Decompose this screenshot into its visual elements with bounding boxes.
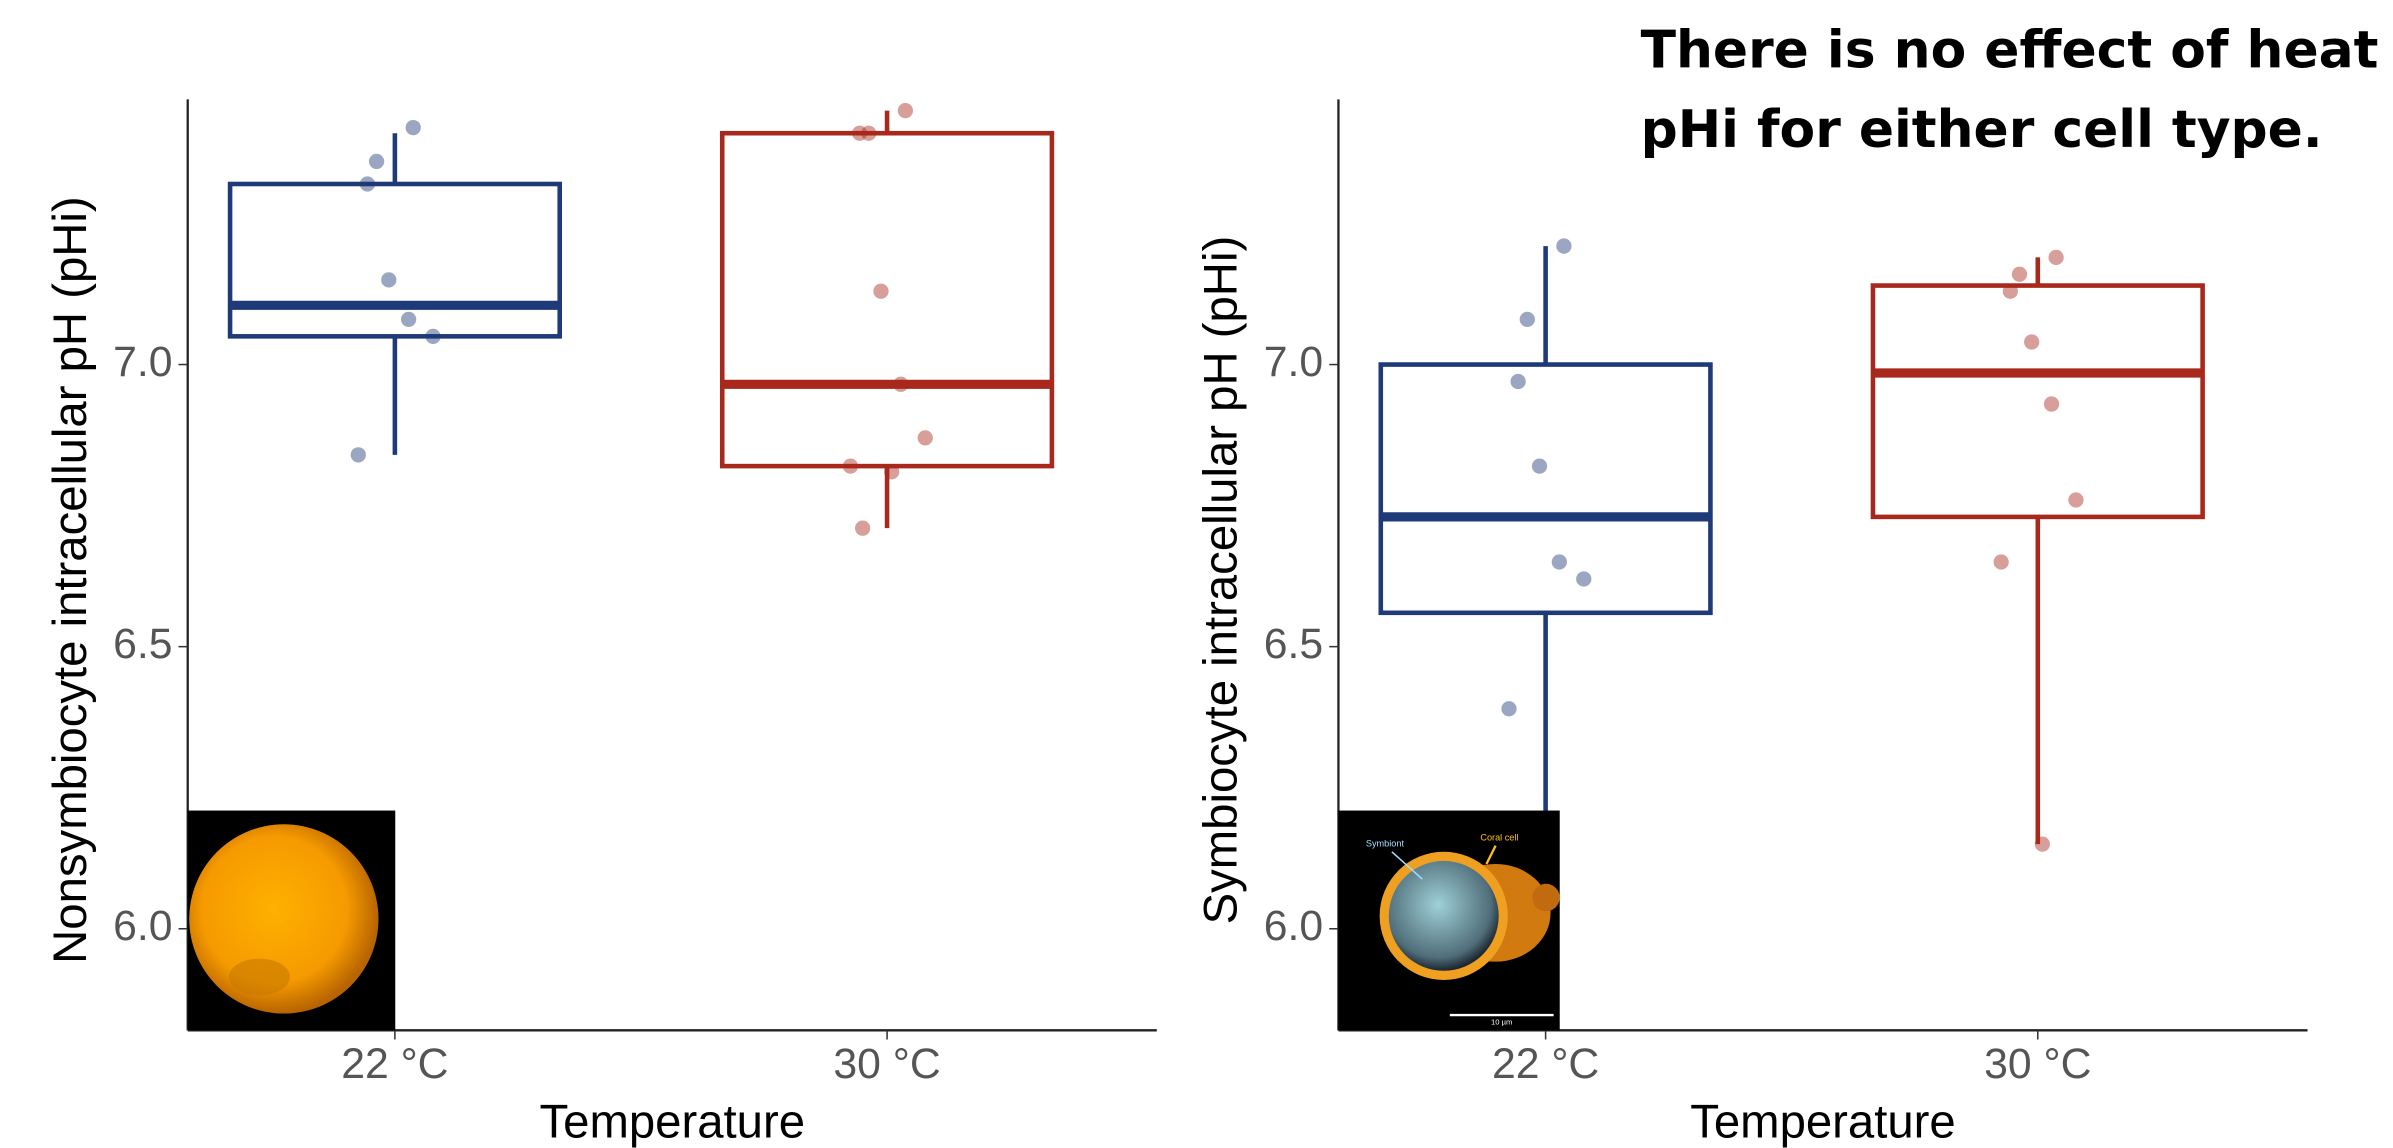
data-point xyxy=(2068,492,2084,508)
x-axis-title: Temperature xyxy=(1690,1095,1956,1148)
data-point xyxy=(1519,311,1535,328)
y-tick-label: 6.5 xyxy=(113,620,172,668)
data-point xyxy=(1556,238,1572,254)
box xyxy=(1870,283,2205,520)
data-point xyxy=(842,458,859,474)
y-tick-label: 7.0 xyxy=(113,338,172,386)
data-point xyxy=(1551,554,1567,570)
data-point xyxy=(368,153,385,170)
data-point xyxy=(1576,571,1592,587)
data-point xyxy=(1501,701,1517,717)
box xyxy=(227,181,563,339)
inset-image xyxy=(187,810,396,1031)
data-point xyxy=(381,272,397,288)
y-axis-title: Nonsymbiocyte intracellular pH (pHi) xyxy=(44,196,97,964)
inset-label: 10 µm xyxy=(1491,1018,1512,1027)
annotation: There is no effect of heat on xyxy=(1641,21,2393,81)
data-point xyxy=(2034,836,2050,852)
y-tick-label: 6.0 xyxy=(113,902,172,950)
inset-image: Symbiont Coral cell 10 µm xyxy=(1338,810,1560,1031)
data-point xyxy=(2002,283,2018,299)
x-tick-label: 30 °C xyxy=(833,1040,940,1088)
data-point xyxy=(405,119,421,136)
data-point xyxy=(425,328,441,344)
x-tick-label: 22 °C xyxy=(1492,1040,1599,1088)
data-point xyxy=(1510,373,1526,390)
y-tick-label: 6.5 xyxy=(1264,620,1323,668)
box xyxy=(1378,362,1713,616)
inset-label: Symbiont xyxy=(1366,839,1405,849)
data-point xyxy=(897,103,914,119)
data-point xyxy=(855,520,871,536)
box xyxy=(719,130,1055,469)
data-point xyxy=(861,125,877,141)
data-point xyxy=(2043,396,2060,412)
data-point xyxy=(350,447,366,463)
data-point xyxy=(359,176,376,192)
data-point xyxy=(893,376,909,392)
x-tick-label: 22 °C xyxy=(341,1040,448,1088)
data-point xyxy=(917,430,933,446)
inset-label: Coral cell xyxy=(1480,832,1518,842)
data-point xyxy=(884,464,900,480)
data-point xyxy=(2011,266,2028,282)
data-point xyxy=(851,125,868,141)
data-point xyxy=(2024,334,2040,350)
x-tick-label: 30 °C xyxy=(1984,1040,2091,1088)
data-point xyxy=(873,283,889,299)
y-axis-title: Symbiocyte intracellular pH (pHi) xyxy=(1194,236,1247,925)
data-point xyxy=(400,311,417,328)
x-axis-title: Temperature xyxy=(540,1095,806,1148)
data-point xyxy=(1993,554,2009,570)
data-point xyxy=(1531,458,1548,474)
annotation: pHi for either cell type. xyxy=(1641,100,2323,160)
data-point xyxy=(2048,249,2064,265)
y-tick-label: 7.0 xyxy=(1264,338,1323,386)
y-tick-label: 6.0 xyxy=(1264,902,1323,950)
